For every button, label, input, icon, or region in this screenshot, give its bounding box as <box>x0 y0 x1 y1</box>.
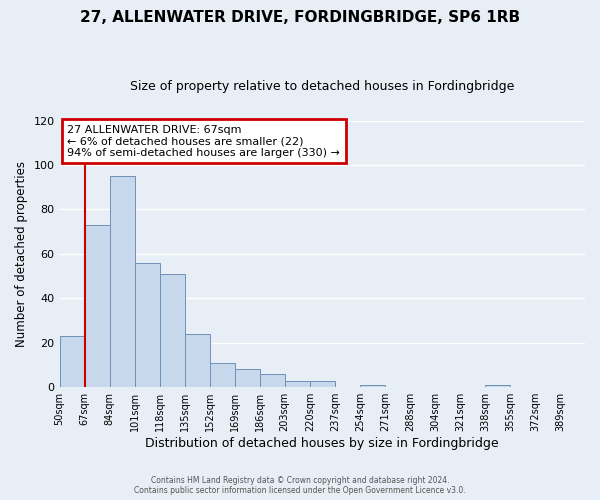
Bar <box>110 176 134 387</box>
Text: 27, ALLENWATER DRIVE, FORDINGBRIDGE, SP6 1RB: 27, ALLENWATER DRIVE, FORDINGBRIDGE, SP6… <box>80 10 520 25</box>
Title: Size of property relative to detached houses in Fordingbridge: Size of property relative to detached ho… <box>130 80 514 93</box>
Bar <box>160 274 185 387</box>
Text: 27 ALLENWATER DRIVE: 67sqm
← 6% of detached houses are smaller (22)
94% of semi-: 27 ALLENWATER DRIVE: 67sqm ← 6% of detac… <box>67 124 340 158</box>
Bar <box>260 374 285 387</box>
Bar <box>310 380 335 387</box>
X-axis label: Distribution of detached houses by size in Fordingbridge: Distribution of detached houses by size … <box>145 437 499 450</box>
Text: Contains HM Land Registry data © Crown copyright and database right 2024.
Contai: Contains HM Land Registry data © Crown c… <box>134 476 466 495</box>
Bar <box>235 370 260 387</box>
Bar <box>285 380 310 387</box>
Bar <box>360 385 385 387</box>
Y-axis label: Number of detached properties: Number of detached properties <box>15 161 28 347</box>
Bar <box>485 385 510 387</box>
Bar <box>59 336 85 387</box>
Bar <box>209 363 235 387</box>
Bar <box>85 225 110 387</box>
Bar <box>134 263 160 387</box>
Bar <box>185 334 209 387</box>
